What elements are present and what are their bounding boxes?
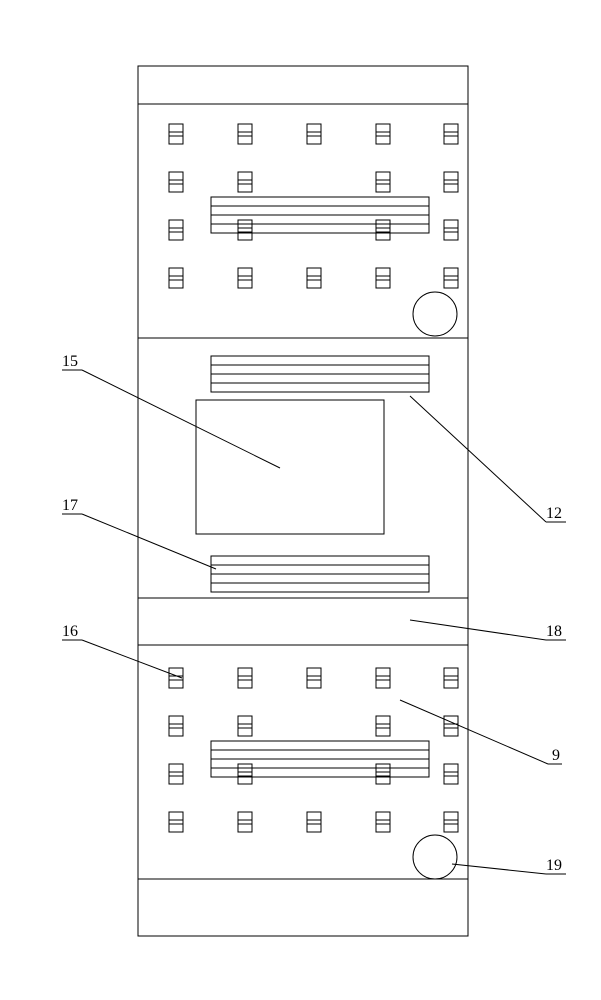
- slot-top-r2-c3: [376, 220, 390, 240]
- label-9: 9: [552, 747, 560, 764]
- slot-top-r1-c3: [376, 172, 390, 192]
- slot-bottom-r3-c0: [169, 812, 183, 832]
- diagram-root: 15 17 16 12 18 9 19: [0, 0, 601, 1000]
- slot-bottom-r1-c1: [238, 716, 252, 736]
- slot-bottom-r0-c2: [307, 668, 321, 688]
- slot-bottom-r2-c4: [444, 764, 458, 784]
- leader-18: [410, 620, 546, 640]
- label-16: 16: [62, 623, 78, 640]
- circle-bottom: [413, 835, 457, 879]
- label-12: 12: [546, 505, 562, 522]
- slot-top-r2-c1: [238, 220, 252, 240]
- leader-15: [82, 370, 280, 468]
- slot-bottom-r1-c3: [376, 716, 390, 736]
- slot-bottom-r2-c3: [376, 764, 390, 784]
- slot-top-r3-c2: [307, 268, 321, 288]
- slot-top-r1-c4: [444, 172, 458, 192]
- slot-top-r1-c0: [169, 172, 183, 192]
- slot-top-r0-c4: [444, 124, 458, 144]
- slot-bottom-r3-c3: [376, 812, 390, 832]
- slot-top-r3-c4: [444, 268, 458, 288]
- panel-center: [138, 338, 468, 598]
- slot-top-r0-c0: [169, 124, 183, 144]
- slot-bottom-r0-c4: [444, 668, 458, 688]
- slot-bottom-r0-c1: [238, 668, 252, 688]
- panel-bottom: [138, 645, 468, 879]
- slot-top-r3-c0: [169, 268, 183, 288]
- label-18: 18: [546, 623, 562, 640]
- slot-top-r0-c3: [376, 124, 390, 144]
- slot-bottom-r1-c0: [169, 716, 183, 736]
- slot-top-r3-c3: [376, 268, 390, 288]
- label-17: 17: [62, 497, 78, 514]
- slot-bottom-r2-c0: [169, 764, 183, 784]
- slot-bottom-r3-c2: [307, 812, 321, 832]
- slot-bottom-r3-c4: [444, 812, 458, 832]
- slot-top-r0-c1: [238, 124, 252, 144]
- slot-bottom-r0-c3: [376, 668, 390, 688]
- slot-top-r0-c2: [307, 124, 321, 144]
- slot-bottom-r3-c1: [238, 812, 252, 832]
- leader-16: [82, 640, 182, 678]
- center-window: [196, 400, 384, 534]
- slot-top-r1-c1: [238, 172, 252, 192]
- leader-9: [400, 700, 548, 764]
- slot-top-r2-c0: [169, 220, 183, 240]
- slot-bottom-r2-c1: [238, 764, 252, 784]
- leader-12: [410, 396, 546, 522]
- slot-bottom-r1-c4: [444, 716, 458, 736]
- circle-top: [413, 292, 457, 336]
- slot-top-r3-c1: [238, 268, 252, 288]
- label-15: 15: [62, 353, 78, 370]
- label-19: 19: [546, 857, 562, 874]
- slot-top-r2-c4: [444, 220, 458, 240]
- leader-19: [452, 864, 546, 874]
- panel-top: [138, 104, 468, 338]
